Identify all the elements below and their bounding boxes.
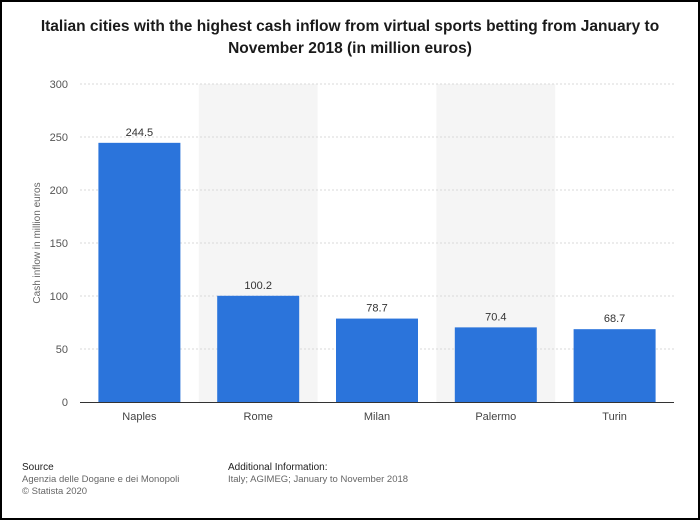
x-tick-label: Palermo	[475, 411, 516, 423]
x-tick-label: Turin	[602, 411, 627, 423]
chart-title: Italian cities with the highest cash inf…	[40, 18, 660, 57]
data-label: 244.5	[126, 127, 154, 139]
data-labels: 244.5 100.2 78.7 70.4 68.7	[126, 127, 626, 325]
data-label: 100.2	[244, 280, 272, 292]
x-axis-ticks: Naples Rome Milan Palermo Turin	[122, 411, 627, 423]
y-tick-label: 200	[50, 185, 68, 197]
bar	[98, 142, 181, 402]
y-axis-ticks: 0 50 100 150 200 250 300	[50, 79, 68, 409]
source-heading: Source	[22, 462, 54, 473]
data-label: 68.7	[604, 313, 625, 325]
data-label: 78.7	[366, 303, 387, 315]
y-tick-label: 150	[50, 238, 68, 250]
bar	[573, 329, 656, 402]
y-axis-label: Cash inflow in million euros	[32, 182, 43, 303]
bar	[454, 327, 537, 402]
additional-info-heading: Additional Information:	[228, 462, 328, 473]
y-tick-label: 50	[56, 344, 68, 356]
source-line: Agenzia delle Dogane e dei Monopoli	[22, 474, 180, 485]
additional-info-line: Italy; AGIMEG; January to November 2018	[228, 474, 409, 485]
source-block: Source Agenzia delle Dogane e dei Monopo…	[22, 462, 179, 498]
data-label: 70.4	[485, 311, 506, 323]
bars	[98, 142, 656, 402]
additional-info-block: Additional Information: Italy; AGIMEG; J…	[228, 462, 408, 486]
x-tick-label: Naples	[122, 411, 157, 423]
x-tick-label: Milan	[364, 411, 390, 423]
bar	[336, 318, 418, 402]
y-tick-label: 250	[50, 132, 68, 144]
y-tick-label: 100	[50, 291, 68, 303]
y-tick-label: 300	[50, 79, 68, 91]
x-tick-label: Rome	[244, 411, 273, 423]
y-tick-label: 0	[62, 397, 68, 409]
bar	[217, 295, 300, 402]
copyright-line: © Statista 2020	[22, 486, 88, 497]
